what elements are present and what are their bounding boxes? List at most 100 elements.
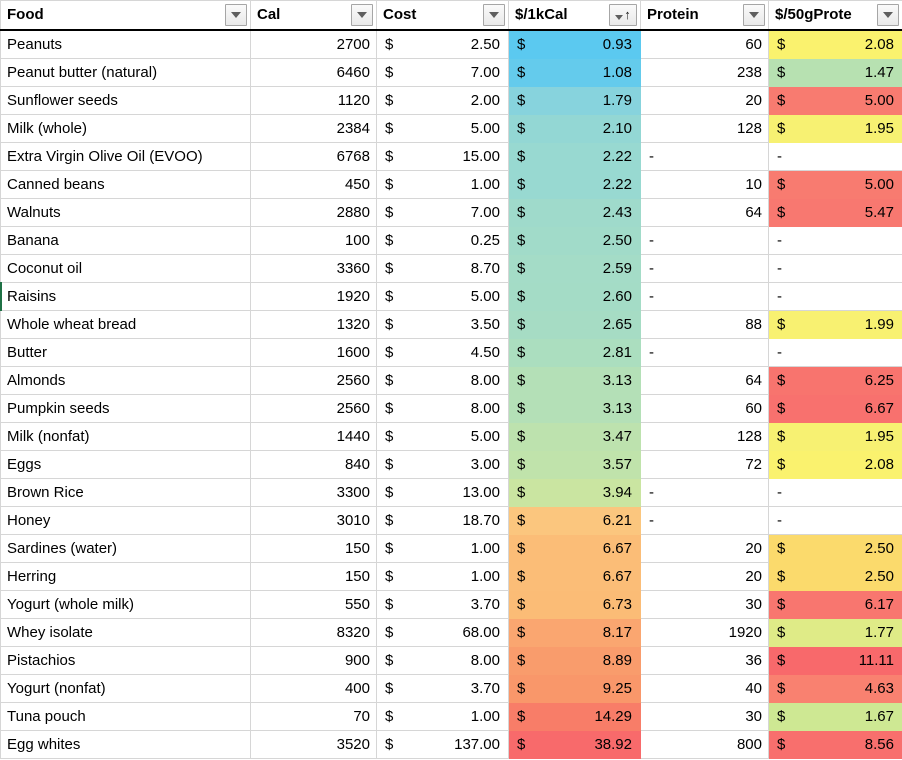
cell-food[interactable]: Whole wheat bread xyxy=(0,310,251,339)
cell-protein[interactable]: - xyxy=(640,506,769,535)
cell-cost[interactable]: $ 5.00 xyxy=(376,282,509,311)
cell-protein[interactable]: 64 xyxy=(640,198,769,227)
cell-per-kcal[interactable]: $ 8.17 xyxy=(508,618,641,647)
cell-per-kcal[interactable]: $ 6.67 xyxy=(508,534,641,563)
cell-protein[interactable]: 1920 xyxy=(640,618,769,647)
cell-per-kcal[interactable]: $ 0.93 xyxy=(508,29,641,59)
cell-cost[interactable]: $ 2.00 xyxy=(376,86,509,115)
filter-dropdown-button[interactable] xyxy=(483,3,505,26)
cell-protein[interactable]: - xyxy=(640,254,769,283)
cell-food[interactable]: Pistachios xyxy=(0,646,251,675)
cell-per-50g[interactable]: $ 4.63 xyxy=(768,674,902,703)
cell-cost[interactable]: $ 8.00 xyxy=(376,366,509,395)
cell-protein[interactable]: 10 xyxy=(640,170,769,199)
cell-food[interactable]: Almonds xyxy=(0,366,251,395)
cell-per-kcal[interactable]: $ 2.59 xyxy=(508,254,641,283)
cell-cost[interactable]: $ 3.50 xyxy=(376,310,509,339)
cell-per-kcal[interactable]: $ 2.50 xyxy=(508,226,641,255)
cell-cal[interactable]: 3360 xyxy=(250,254,377,283)
cell-food[interactable]: Yogurt (whole milk) xyxy=(0,590,251,619)
cell-protein[interactable]: 60 xyxy=(640,394,769,423)
cell-food[interactable]: Eggs xyxy=(0,450,251,479)
cell-per-kcal[interactable]: $ 2.22 xyxy=(508,170,641,199)
cell-food[interactable]: Sardines (water) xyxy=(0,534,251,563)
cell-per-kcal[interactable]: $ 8.89 xyxy=(508,646,641,675)
cell-per-kcal[interactable]: $ 2.43 xyxy=(508,198,641,227)
filter-dropdown-button[interactable] xyxy=(743,3,765,26)
cell-cal[interactable]: 2700 xyxy=(250,29,377,59)
cell-protein[interactable]: 30 xyxy=(640,590,769,619)
cell-per-50g[interactable]: $ 2.50 xyxy=(768,534,902,563)
cell-cost[interactable]: $ 3.70 xyxy=(376,674,509,703)
cell-per-50g[interactable]: $ 6.17 xyxy=(768,590,902,619)
cell-food[interactable]: Peanut butter (natural) xyxy=(0,58,251,87)
cell-per-50g[interactable]: - xyxy=(768,506,902,535)
cell-food[interactable]: Milk (nonfat) xyxy=(0,422,251,451)
cell-cal[interactable]: 840 xyxy=(250,450,377,479)
cell-per-50g[interactable]: $ 6.25 xyxy=(768,366,902,395)
cell-cal[interactable]: 70 xyxy=(250,702,377,731)
cell-per-50g[interactable]: $ 6.67 xyxy=(768,394,902,423)
cell-cost[interactable]: $ 5.00 xyxy=(376,114,509,143)
cell-protein[interactable]: 20 xyxy=(640,534,769,563)
cell-cost[interactable]: $ 5.00 xyxy=(376,422,509,451)
filter-dropdown-button[interactable] xyxy=(225,3,247,26)
cell-protein[interactable]: - xyxy=(640,282,769,311)
cell-per-50g[interactable]: $ 2.08 xyxy=(768,29,902,59)
cell-protein[interactable]: - xyxy=(640,226,769,255)
cell-protein[interactable]: 40 xyxy=(640,674,769,703)
cell-cal[interactable]: 3010 xyxy=(250,506,377,535)
cell-cost[interactable]: $ 8.00 xyxy=(376,646,509,675)
cell-per-50g[interactable]: - xyxy=(768,338,902,367)
cell-cost[interactable]: $ 1.00 xyxy=(376,702,509,731)
cell-protein[interactable]: 238 xyxy=(640,58,769,87)
cell-cost[interactable]: $ 0.25 xyxy=(376,226,509,255)
cell-per-50g[interactable]: - xyxy=(768,254,902,283)
cell-food[interactable]: Tuna pouch xyxy=(0,702,251,731)
cell-cal[interactable]: 1440 xyxy=(250,422,377,451)
cell-food[interactable]: Peanuts xyxy=(0,29,251,59)
cell-per-kcal[interactable]: $ 3.13 xyxy=(508,366,641,395)
cell-protein[interactable]: 72 xyxy=(640,450,769,479)
cell-protein[interactable]: 128 xyxy=(640,114,769,143)
cell-cal[interactable]: 150 xyxy=(250,534,377,563)
cell-cal[interactable]: 900 xyxy=(250,646,377,675)
cell-per-50g[interactable]: $ 5.00 xyxy=(768,170,902,199)
cell-food[interactable]: Coconut oil xyxy=(0,254,251,283)
cell-cost[interactable]: $ 15.00 xyxy=(376,142,509,171)
filter-dropdown-button[interactable] xyxy=(351,3,373,26)
cell-cost[interactable]: $ 2.50 xyxy=(376,29,509,59)
cell-protein[interactable]: 800 xyxy=(640,730,769,759)
cell-cal[interactable]: 6460 xyxy=(250,58,377,87)
cell-per-kcal[interactable]: $ 6.21 xyxy=(508,506,641,535)
cell-cost[interactable]: $ 1.00 xyxy=(376,534,509,563)
cell-per-50g[interactable]: - xyxy=(768,226,902,255)
cell-protein[interactable]: - xyxy=(640,338,769,367)
cell-per-kcal[interactable]: $ 1.79 xyxy=(508,86,641,115)
cell-cal[interactable]: 8320 xyxy=(250,618,377,647)
cell-per-50g[interactable]: - xyxy=(768,142,902,171)
cell-food[interactable]: Brown Rice xyxy=(0,478,251,507)
cell-cal[interactable]: 400 xyxy=(250,674,377,703)
cell-food[interactable]: Sunflower seeds xyxy=(0,86,251,115)
cell-cost[interactable]: $ 4.50 xyxy=(376,338,509,367)
cell-protein[interactable]: 88 xyxy=(640,310,769,339)
filter-dropdown-button[interactable] xyxy=(877,3,899,26)
cell-per-50g[interactable]: $ 11.11 xyxy=(768,646,902,675)
cell-food[interactable]: Honey xyxy=(0,506,251,535)
cell-cal[interactable]: 1920 xyxy=(250,282,377,311)
cell-protein[interactable]: - xyxy=(640,142,769,171)
cell-protein[interactable]: 60 xyxy=(640,29,769,59)
cell-cost[interactable]: $ 18.70 xyxy=(376,506,509,535)
cell-food[interactable]: Walnuts xyxy=(0,198,251,227)
cell-per-kcal[interactable]: $ 9.25 xyxy=(508,674,641,703)
cell-food[interactable]: Banana xyxy=(0,226,251,255)
cell-cost[interactable]: $ 7.00 xyxy=(376,58,509,87)
cell-per-50g[interactable]: $ 1.77 xyxy=(768,618,902,647)
cell-cost[interactable]: $ 68.00 xyxy=(376,618,509,647)
cell-food[interactable]: Yogurt (nonfat) xyxy=(0,674,251,703)
cell-cal[interactable]: 3300 xyxy=(250,478,377,507)
cell-food[interactable]: Raisins xyxy=(0,282,251,311)
cell-protein[interactable]: 36 xyxy=(640,646,769,675)
cell-per-50g[interactable]: $ 5.00 xyxy=(768,86,902,115)
